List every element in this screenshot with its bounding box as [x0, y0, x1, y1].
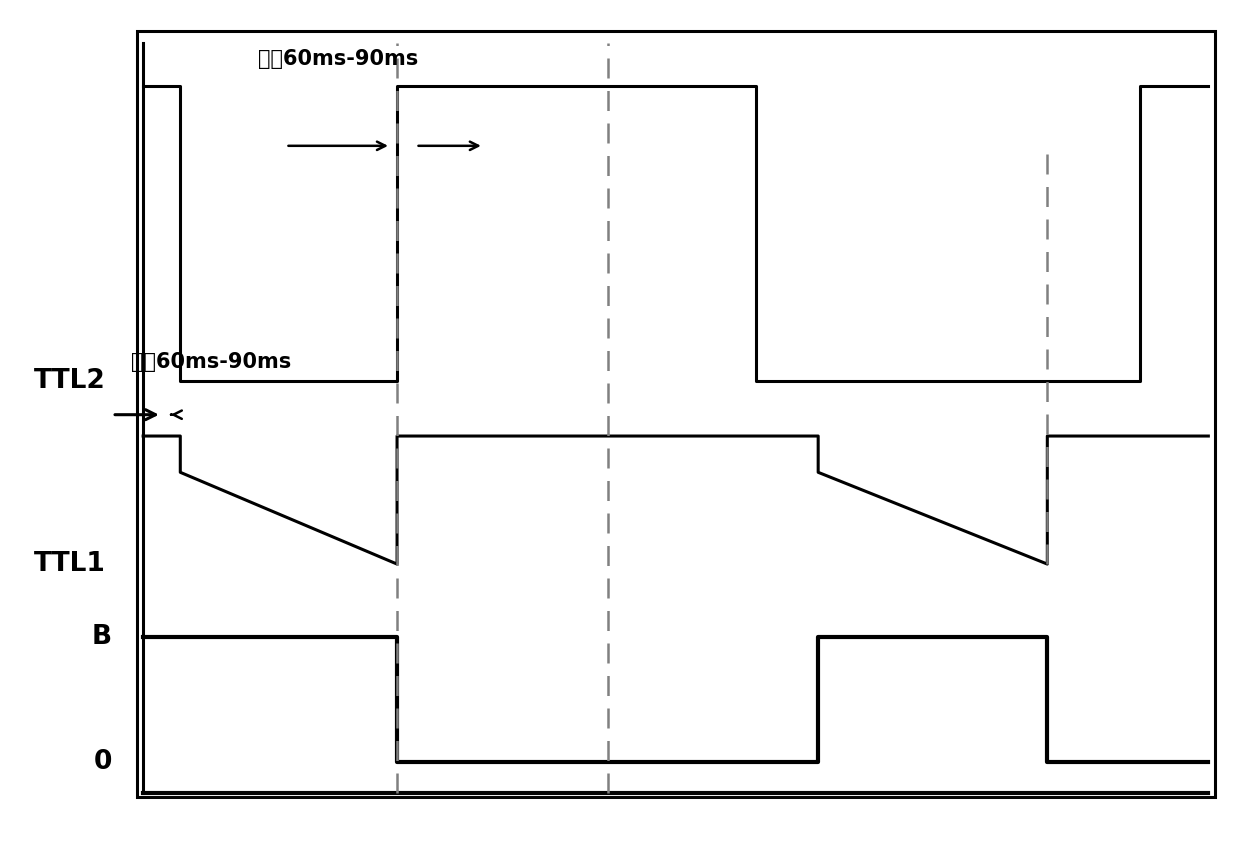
- Text: B: B: [92, 623, 112, 650]
- Text: 0: 0: [94, 749, 112, 775]
- Text: 延时60ms-90ms: 延时60ms-90ms: [258, 49, 418, 69]
- Text: TTL2: TTL2: [35, 368, 105, 393]
- Text: 延时60ms-90ms: 延时60ms-90ms: [131, 352, 291, 372]
- Text: TTL1: TTL1: [35, 551, 105, 577]
